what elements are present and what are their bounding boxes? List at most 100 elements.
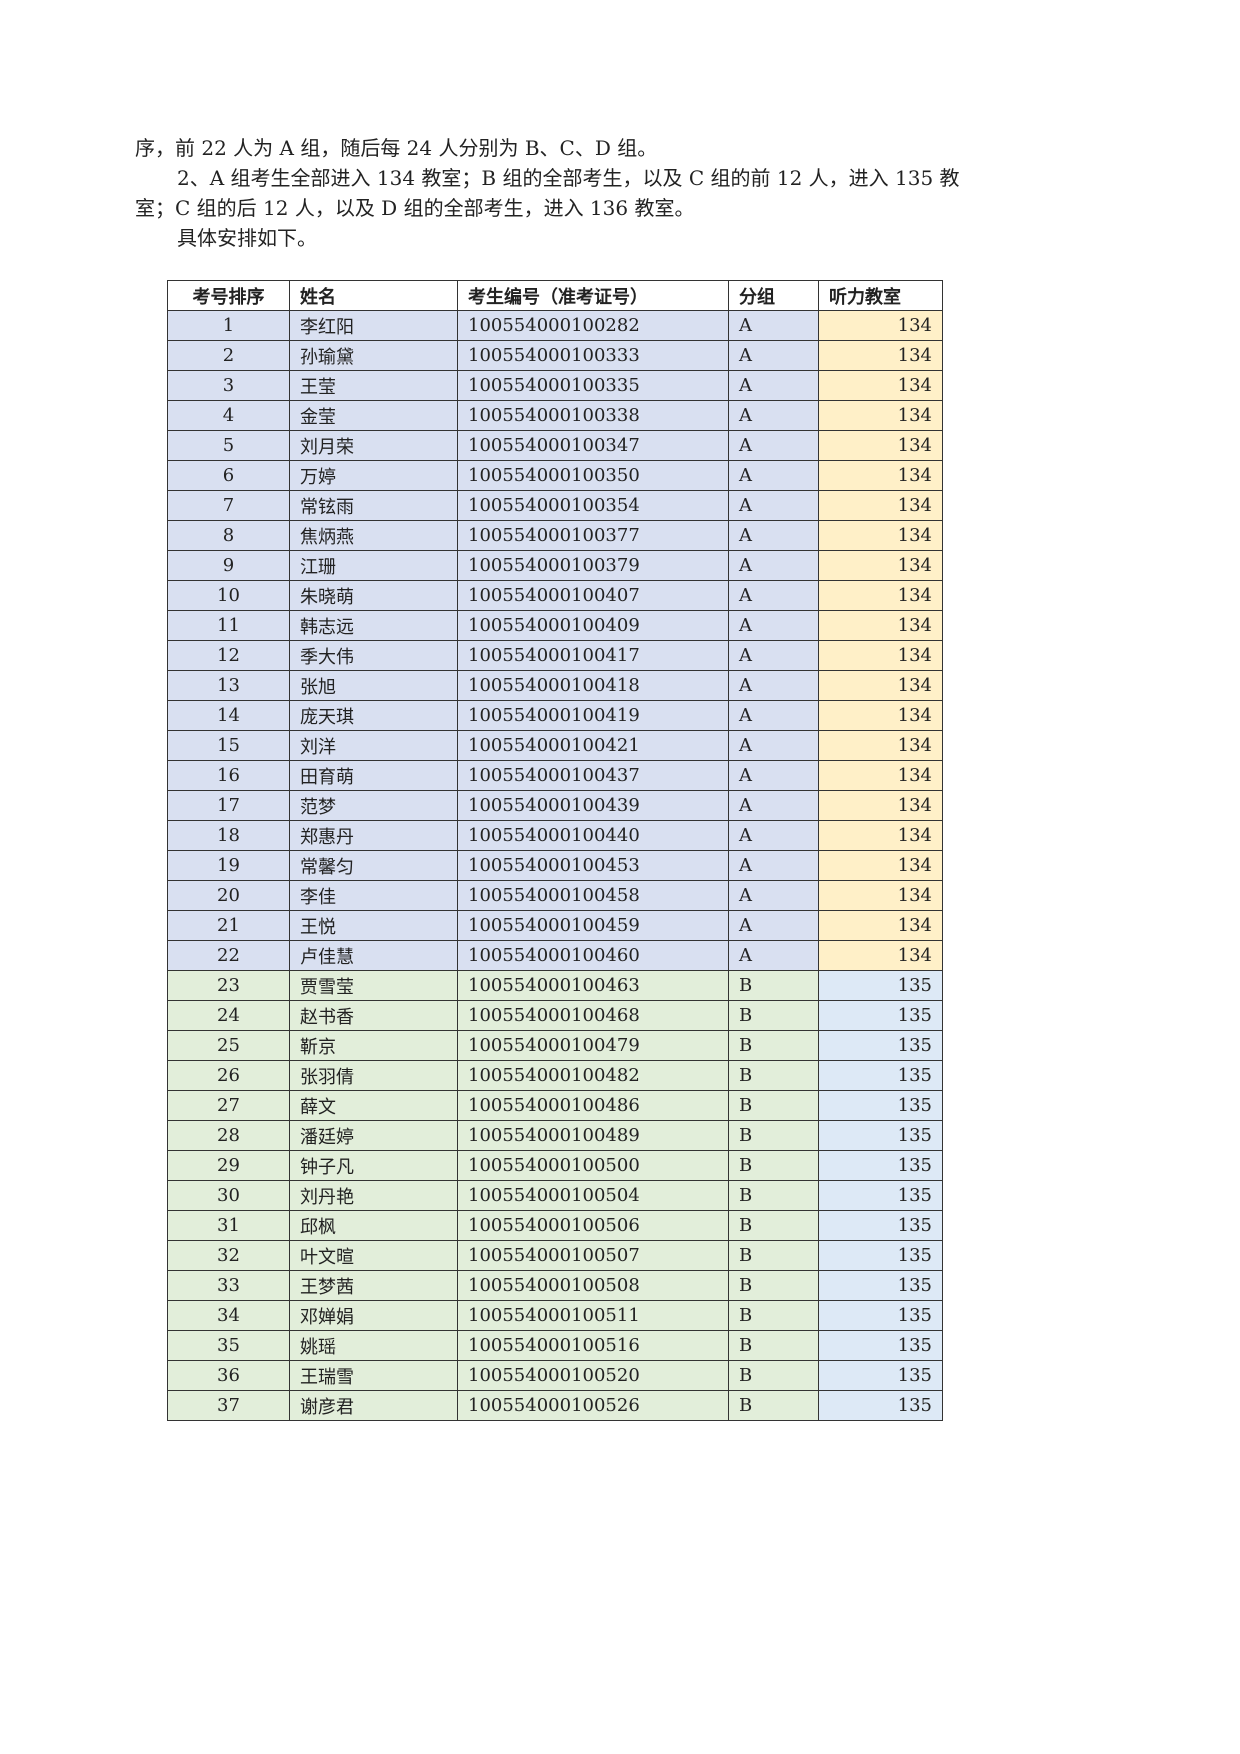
cell-group: B (728, 1000, 819, 1031)
cell-rank: 14 (167, 700, 290, 731)
paragraph-intro: 具体安排如下。 (177, 226, 317, 250)
cell-name: 刘月荣 (289, 430, 458, 461)
cell-exam-id: 100554000100459 (457, 910, 729, 941)
cell-rank: 15 (167, 730, 290, 761)
cell-room: 135 (818, 1000, 943, 1031)
header-name: 姓名 (289, 280, 458, 311)
cell-room: 135 (818, 1180, 943, 1211)
cell-name: 潘廷婷 (289, 1120, 458, 1151)
cell-rank: 3 (167, 370, 290, 401)
cell-room: 134 (818, 580, 943, 611)
table-header-row: 考号排序 姓名 考生编号（准考证号） 分组 听力教室 (167, 280, 943, 311)
cell-name: 钟子凡 (289, 1150, 458, 1181)
table-row: 34 邓婵娟 100554000100511 B 135 (167, 1300, 943, 1331)
table-row: 6 万婷 100554000100350 A 134 (167, 460, 943, 491)
cell-group: A (728, 670, 819, 701)
cell-rank: 37 (167, 1390, 290, 1421)
cell-name: 朱晓萌 (289, 580, 458, 611)
cell-rank: 11 (167, 610, 290, 641)
cell-exam-id: 100554000100335 (457, 370, 729, 401)
cell-group: A (728, 640, 819, 671)
cell-exam-id: 100554000100418 (457, 670, 729, 701)
table-row: 7 常铉雨 100554000100354 A 134 (167, 490, 943, 521)
cell-group: A (728, 460, 819, 491)
cell-name: 庞天琪 (289, 700, 458, 731)
cell-group: B (728, 1330, 819, 1361)
table-row: 21 王悦 100554000100459 A 134 (167, 910, 943, 941)
cell-exam-id: 100554000100379 (457, 550, 729, 581)
cell-room: 134 (818, 340, 943, 371)
cell-room: 135 (818, 1390, 943, 1421)
table-row: 2 孙瑜黛 100554000100333 A 134 (167, 340, 943, 371)
header-exam-id: 考生编号（准考证号） (457, 280, 729, 311)
cell-name: 张羽倩 (289, 1060, 458, 1091)
table-row: 23 贾雪莹 100554000100463 B 135 (167, 970, 943, 1001)
header-rank: 考号排序 (167, 280, 290, 311)
cell-group: B (728, 1180, 819, 1211)
cell-rank: 28 (167, 1120, 290, 1151)
table-row: 22 卢佳慧 100554000100460 A 134 (167, 940, 943, 971)
cell-rank: 4 (167, 400, 290, 431)
cell-rank: 17 (167, 790, 290, 821)
cell-exam-id: 100554000100511 (457, 1300, 729, 1331)
cell-room: 134 (818, 940, 943, 971)
cell-rank: 8 (167, 520, 290, 551)
cell-exam-id: 100554000100516 (457, 1330, 729, 1361)
cell-rank: 33 (167, 1270, 290, 1301)
table-row: 33 王梦茜 100554000100508 B 135 (167, 1270, 943, 1301)
cell-name: 王瑞雪 (289, 1360, 458, 1391)
cell-name: 刘洋 (289, 730, 458, 761)
cell-exam-id: 100554000100458 (457, 880, 729, 911)
cell-rank: 36 (167, 1360, 290, 1391)
table-row: 16 田育萌 100554000100437 A 134 (167, 760, 943, 791)
cell-room: 134 (818, 820, 943, 851)
cell-rank: 29 (167, 1150, 290, 1181)
cell-exam-id: 100554000100500 (457, 1150, 729, 1181)
cell-rank: 21 (167, 910, 290, 941)
cell-exam-id: 100554000100463 (457, 970, 729, 1001)
cell-name: 范梦 (289, 790, 458, 821)
cell-room: 135 (818, 1360, 943, 1391)
cell-group: B (728, 1030, 819, 1061)
cell-room: 134 (818, 760, 943, 791)
cell-rank: 19 (167, 850, 290, 881)
seating-table: 考号排序 姓名 考生编号（准考证号） 分组 听力教室 1 李红阳 100554000… (167, 280, 943, 1421)
cell-room: 134 (818, 640, 943, 671)
table-row: 10 朱晓萌 100554000100407 A 134 (167, 580, 943, 611)
cell-exam-id: 100554000100419 (457, 700, 729, 731)
cell-room: 135 (818, 1330, 943, 1361)
cell-rank: 32 (167, 1240, 290, 1271)
cell-exam-id: 100554000100482 (457, 1060, 729, 1091)
cell-rank: 6 (167, 460, 290, 491)
cell-rank: 22 (167, 940, 290, 971)
paragraph-rooms: 2、A 组考生全部进入 134 教室；B 组的全部考生，以及 C 组的前 12 … (135, 166, 960, 220)
table-row: 3 王莹 100554000100335 A 134 (167, 370, 943, 401)
cell-rank: 24 (167, 1000, 290, 1031)
cell-group: B (728, 1360, 819, 1391)
cell-exam-id: 100554000100460 (457, 940, 729, 971)
cell-rank: 20 (167, 880, 290, 911)
cell-rank: 25 (167, 1030, 290, 1061)
cell-group: A (728, 700, 819, 731)
cell-name: 姚瑶 (289, 1330, 458, 1361)
cell-group: A (728, 610, 819, 641)
cell-name: 卢佳慧 (289, 940, 458, 971)
table-row: 4 金莹 100554000100338 A 134 (167, 400, 943, 431)
cell-room: 134 (818, 910, 943, 941)
cell-room: 135 (818, 970, 943, 1001)
table-row: 8 焦炳燕 100554000100377 A 134 (167, 520, 943, 551)
cell-name: 谢彦君 (289, 1390, 458, 1421)
cell-exam-id: 100554000100409 (457, 610, 729, 641)
cell-room: 134 (818, 730, 943, 761)
cell-group: B (728, 1120, 819, 1151)
cell-group: A (728, 880, 819, 911)
table-row: 1 李红阳 100554000100282 A 134 (167, 310, 943, 341)
cell-group: B (728, 1390, 819, 1421)
cell-exam-id: 100554000100440 (457, 820, 729, 851)
table-row: 27 薛文 100554000100486 B 135 (167, 1090, 943, 1121)
cell-exam-id: 100554000100437 (457, 760, 729, 791)
cell-exam-id: 100554000100417 (457, 640, 729, 671)
cell-exam-id: 100554000100407 (457, 580, 729, 611)
cell-name: 万婷 (289, 460, 458, 491)
cell-name: 王悦 (289, 910, 458, 941)
